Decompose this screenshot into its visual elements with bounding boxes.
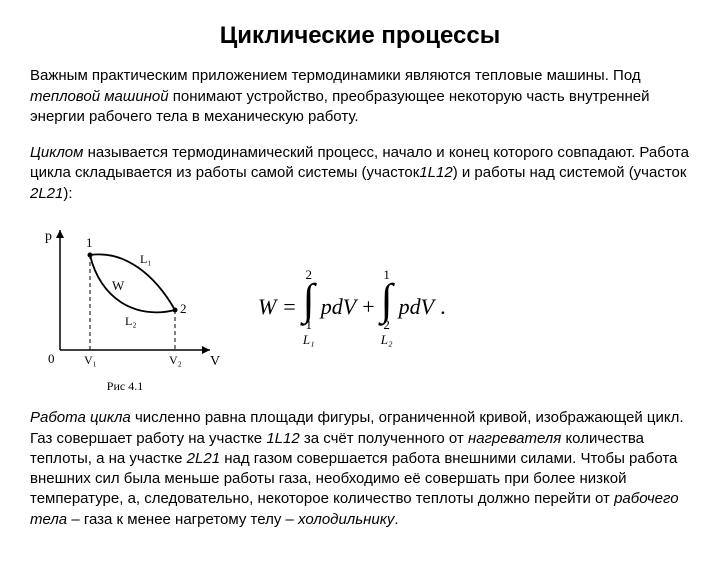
- int1-path: L₁: [303, 333, 315, 346]
- text: ):: [63, 185, 72, 202]
- tick-V1-label: V₁: [84, 353, 97, 367]
- term-cooler: холодильнику: [298, 511, 394, 528]
- plus-sign: +: [362, 292, 374, 322]
- integral-icon: ∫: [381, 281, 393, 318]
- page-title: Циклические процессы: [30, 20, 690, 52]
- integral-2: 1 ∫ 2 L₂: [381, 268, 393, 346]
- paragraph-1: Важным практическим приложением термодин…: [30, 66, 690, 127]
- paragraph-3: Работа цикла численно равна площади фигу…: [30, 408, 690, 530]
- segment-1b: 1L12: [266, 430, 299, 447]
- point-2-label: 2: [180, 301, 187, 316]
- work-formula: W = 2 ∫ 1 L₁ pdV + 1 ∫ 2 L₂ pdV .: [258, 268, 446, 346]
- curve-L2-label: L₂: [125, 314, 137, 328]
- area-W-label: W: [112, 278, 125, 293]
- origin-label: 0: [48, 351, 55, 366]
- figure-caption: Рис 4.1: [30, 378, 220, 394]
- int2-lower: 2: [383, 318, 390, 331]
- int1-body: pdV: [321, 292, 356, 322]
- paragraph-2: Циклом называется термодинамический проц…: [30, 143, 690, 204]
- tick-V2-label: V₂: [169, 353, 182, 367]
- text: Важным практическим приложением термодин…: [30, 67, 641, 84]
- formula-lhs: W =: [258, 292, 297, 322]
- integral-1: 2 ∫ 1 L₁: [303, 268, 315, 346]
- curve-L1-label: L₁: [140, 252, 152, 266]
- text: ) и работы над системой (участок: [453, 164, 687, 181]
- segment-1: 1L12: [419, 164, 452, 181]
- integral-icon: ∫: [303, 281, 315, 318]
- term-heat-engine: тепловой машиной: [30, 88, 169, 105]
- term-heater: нагревателя: [468, 430, 561, 447]
- axis-v-label: V: [210, 354, 220, 369]
- point-1-label: 1: [86, 235, 93, 250]
- formula-tail: .: [440, 292, 446, 322]
- int1-lower: 1: [305, 318, 312, 331]
- text: .: [394, 511, 398, 528]
- term-cycle-work: Работа цикла: [30, 409, 131, 426]
- segment-2: 2L21: [30, 185, 63, 202]
- pv-diagram: p V 0 1 2 L₁ L₂ W V₁ V₂ Рис 4.1: [30, 220, 220, 394]
- int2-body: pdV: [399, 292, 434, 322]
- segment-2b: 2L21: [187, 450, 220, 467]
- text: за счёт полученного от: [300, 430, 468, 447]
- text: – газа к менее нагретому телу –: [67, 511, 298, 528]
- int2-path: L₂: [381, 333, 393, 346]
- axis-p-label: p: [45, 229, 52, 244]
- figure-and-formula: p V 0 1 2 L₁ L₂ W V₁ V₂ Рис 4.1 W = 2 ∫ …: [30, 220, 690, 394]
- term-cycle: Циклом: [30, 144, 83, 161]
